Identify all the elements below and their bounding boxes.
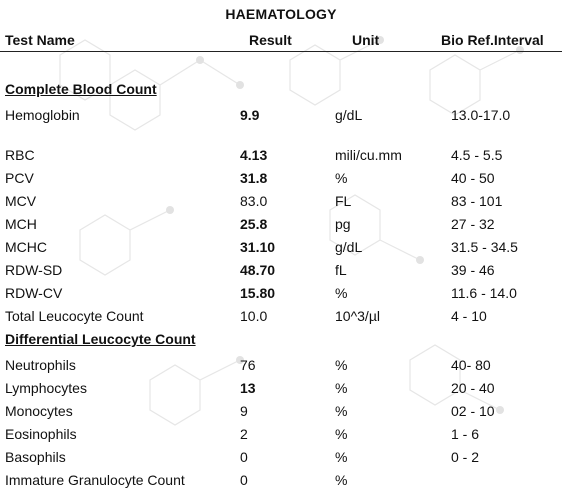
test-name: MCHC <box>5 239 47 255</box>
test-result: 0 <box>240 449 248 465</box>
test-name: PCV <box>5 170 34 186</box>
test-result: 9.9 <box>240 107 260 123</box>
test-result: 31.10 <box>240 239 276 255</box>
test-name: MCV <box>5 193 37 209</box>
test-unit: % <box>335 403 348 419</box>
test-ref-interval: 02 - 10 <box>451 403 495 419</box>
test-name: Immature Granulocyte Count <box>5 472 185 488</box>
test-unit: % <box>335 285 348 301</box>
table-row-pcv: PCV 31.8 % 40 - 50 <box>0 170 562 188</box>
test-unit: % <box>335 380 348 396</box>
table-row-basophils: Basophils 0 % 0 - 2 <box>0 449 562 467</box>
test-result: 31.8 <box>240 170 268 186</box>
test-name: MCH <box>5 216 37 232</box>
test-result: 83.0 <box>240 193 268 209</box>
test-ref-interval: 40 - 50 <box>451 170 495 186</box>
test-unit: 10^3/µl <box>335 308 380 324</box>
test-ref-interval: 4.5 - 5.5 <box>451 147 503 163</box>
table-row-mchc: MCHC 31.10 g/dL 31.5 - 34.5 <box>0 239 562 257</box>
test-unit: g/dL <box>335 107 363 123</box>
table-row-mch: MCH 25.8 pg 27 - 32 <box>0 216 562 234</box>
test-ref-interval: 83 - 101 <box>451 193 503 209</box>
test-name: Total Leucocyte Count <box>5 308 144 324</box>
header-result: Result <box>249 32 292 48</box>
test-result: 0 <box>240 472 248 488</box>
test-ref-interval: 1 - 6 <box>451 426 480 442</box>
test-name: Monocytes <box>5 403 73 419</box>
report-title: HAEMATOLOGY <box>225 6 337 22</box>
test-ref-interval: 4 - 10 <box>451 308 487 324</box>
test-unit: mili/cu.mm <box>335 147 402 163</box>
header-unit: Unit <box>352 32 380 48</box>
section-title-dlc: Differential Leucocyte Count <box>5 331 196 347</box>
table-row-total-leucocyte-count: Total Leucocyte Count 10.0 10^3/µl 4 - 1… <box>0 308 562 326</box>
table-row-lymphocytes: Lymphocytes 13 % 20 - 40 <box>0 380 562 398</box>
test-ref-interval: 31.5 - 34.5 <box>451 239 518 255</box>
table-row-eosinophils: Eosinophils 2 % 1 - 6 <box>0 426 562 444</box>
test-name: RBC <box>5 147 35 163</box>
table-row-rbc: RBC 4.13 mili/cu.mm 4.5 - 5.5 <box>0 147 562 165</box>
test-ref-interval: 27 - 32 <box>451 216 495 232</box>
table-row-rdw-sd: RDW-SD 48.70 fL 39 - 46 <box>0 262 562 280</box>
table-row-immature-granulocyte-count: Immature Granulocyte Count 0 % <box>0 472 562 490</box>
table-row-rdw-cv: RDW-CV 15.80 % 11.6 - 14.0 <box>0 285 562 303</box>
test-result: 4.13 <box>240 147 268 163</box>
table-row-neutrophils: Neutrophils 76 % 40- 80 <box>0 357 562 375</box>
test-result: 9 <box>240 403 248 419</box>
test-name: Neutrophils <box>5 357 76 373</box>
test-ref-interval: 40- 80 <box>451 357 491 373</box>
test-result: 25.8 <box>240 216 268 232</box>
test-unit: pg <box>335 216 351 232</box>
test-unit: fL <box>335 262 347 278</box>
test-unit: % <box>335 170 348 186</box>
test-result: 2 <box>240 426 248 442</box>
test-ref-interval: 13.0-17.0 <box>451 107 511 123</box>
test-name: Lymphocytes <box>5 380 87 396</box>
test-name: Hemoglobin <box>5 107 80 123</box>
test-unit: % <box>335 449 348 465</box>
test-result: 10.0 <box>240 308 268 324</box>
table-row-hemoglobin: Hemoglobin 9.9 g/dL 13.0-17.0 <box>0 107 562 125</box>
test-unit: FL <box>335 193 352 209</box>
test-ref-interval: 20 - 40 <box>451 380 495 396</box>
header-divider <box>0 51 562 52</box>
header-test-name: Test Name <box>5 32 75 48</box>
test-name: RDW-SD <box>5 262 63 278</box>
table-row-monocytes: Monocytes 9 % 02 - 10 <box>0 403 562 421</box>
test-unit: % <box>335 357 348 373</box>
test-result: 13 <box>240 380 256 396</box>
section-title-cbc: Complete Blood Count <box>5 81 157 97</box>
test-unit: % <box>335 426 348 442</box>
test-unit: % <box>335 472 348 488</box>
test-name: Eosinophils <box>5 426 77 442</box>
test-result: 76 <box>240 357 256 373</box>
test-name: Basophils <box>5 449 66 465</box>
table-row-mcv: MCV 83.0 FL 83 - 101 <box>0 193 562 211</box>
test-result: 48.70 <box>240 262 276 278</box>
test-ref-interval: 39 - 46 <box>451 262 495 278</box>
test-unit: g/dL <box>335 239 363 255</box>
header-bio-ref-interval: Bio Ref.Interval <box>441 32 544 48</box>
test-name: RDW-CV <box>5 285 63 301</box>
test-ref-interval: 0 - 2 <box>451 449 480 465</box>
test-result: 15.80 <box>240 285 276 301</box>
test-ref-interval: 11.6 - 14.0 <box>451 285 517 301</box>
